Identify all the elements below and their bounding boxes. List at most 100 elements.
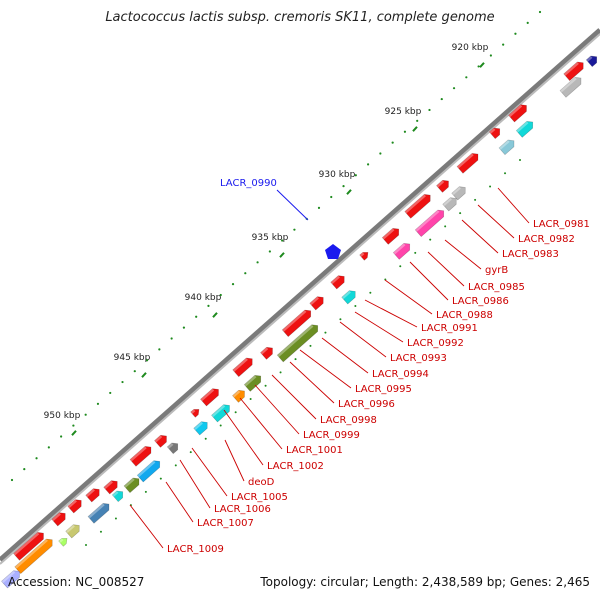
ruler-dot: [159, 477, 162, 480]
highlight-gene: [325, 244, 341, 259]
gene-arrow: [309, 296, 324, 311]
gene-leader-line: [497, 187, 530, 224]
gene-arrow: [330, 275, 345, 290]
tick-mark: [71, 430, 77, 436]
gene-leader-line: [384, 279, 433, 315]
gene-arrow: [488, 127, 501, 140]
gene-highlight: [260, 347, 269, 355]
gene-highlight: [282, 310, 307, 332]
gene-block: [111, 490, 124, 503]
gene-arrow: [154, 434, 167, 448]
gene-highlight: [436, 180, 445, 188]
ruler-dot: [207, 304, 210, 307]
gene-highlight: [14, 539, 48, 569]
gene-arrow: [65, 524, 80, 539]
gene-arrow: [103, 480, 118, 495]
ruler-dot: [403, 130, 407, 133]
gene-label: LACR_1009: [167, 544, 224, 555]
gene-highlight: [457, 153, 474, 169]
gene-highlight: [193, 421, 203, 431]
gene-block: [276, 324, 319, 363]
gene-leader-line: [289, 361, 335, 404]
tick-label: 950 kbp: [44, 411, 81, 421]
tick-label: 925 kbp: [385, 107, 422, 117]
tick-mark: [346, 189, 352, 195]
gene-label: gyrB: [485, 265, 508, 276]
gene-leader-line: [477, 204, 515, 239]
ruler-dot: [391, 141, 394, 144]
ruler-dot: [489, 185, 492, 188]
gene-block: [515, 121, 534, 138]
gene-block: [243, 375, 262, 392]
ruler-dot: [384, 278, 387, 281]
ruler-dot: [99, 530, 102, 533]
ruler-dot: [309, 344, 312, 347]
ruler-dot: [279, 371, 282, 374]
gene-highlight: [13, 532, 40, 556]
ruler-dot: [519, 159, 521, 161]
gene-arrow: [392, 243, 411, 260]
gene-highlight: [359, 252, 365, 257]
labels-layer: LACR_0990 LACR_0981 LACR_0982 LACR_0983 gyrB…: [129, 178, 590, 555]
gene-arrow: [193, 421, 208, 436]
gene-highlight: [130, 446, 147, 462]
gene-block: [1, 570, 20, 589]
gene-arrow: [58, 538, 68, 547]
ruler-dot: [114, 517, 117, 520]
gene-block: [51, 512, 66, 527]
gene-leader-line: [129, 504, 164, 549]
accession-text: Accession: NC_008527: [8, 575, 145, 589]
gene-arrow: [404, 194, 431, 219]
gene-highlight: [244, 375, 257, 387]
tick-label: 940 kbp: [185, 293, 222, 303]
ruler-dot: [477, 65, 480, 68]
ruler-dot: [324, 331, 327, 334]
ruler-dot: [268, 250, 271, 253]
gene-block: [498, 139, 515, 156]
gene-block: [330, 275, 345, 290]
genome-backbone: [0, 28, 600, 562]
gene-label: LACR_1001: [286, 445, 343, 456]
gene-leader-line: [299, 349, 352, 389]
gene-leader-line: [179, 459, 211, 509]
gene-label: deoD: [248, 477, 275, 488]
gene-arrow: [276, 324, 319, 363]
ruler-dot: [474, 198, 477, 201]
ruler-dot: [23, 468, 26, 471]
gene-block: [154, 434, 167, 448]
ruler-dot: [109, 391, 112, 395]
gene-block: [14, 538, 53, 575]
gene-label: LACR_0992: [407, 338, 464, 349]
gene-highlight: [112, 490, 119, 497]
gene-block: [166, 442, 179, 455]
ruler-dot: [414, 251, 417, 254]
gene-block: [341, 290, 356, 305]
gene-arrow: [508, 104, 527, 123]
gene-label: LACR_0995: [355, 384, 412, 395]
gene-arrow: [232, 357, 253, 378]
summary-text: Topology: circular; Length: 2,438,589 bp…: [260, 575, 590, 589]
ruler-dot: [231, 282, 235, 286]
gene-highlight: [516, 121, 529, 133]
ruler-dot: [399, 265, 402, 268]
gene-label: LACR_0991: [421, 323, 478, 334]
gene-arrow: [200, 388, 219, 407]
gene-leader-line: [461, 219, 499, 254]
gene-label: LACR_1002: [267, 461, 324, 472]
gene-block: [13, 532, 44, 561]
ruler-dot: [10, 478, 14, 482]
gene-block: [136, 460, 161, 483]
gene-label: LACR_0983: [502, 249, 559, 260]
gene-leader-line: [239, 397, 283, 450]
gene-label: LACR_1006: [214, 504, 271, 515]
genes-layer: [1, 55, 598, 589]
gene-label: LACR_0986: [452, 296, 509, 307]
gene-highlight: [393, 243, 406, 255]
ruler-dot: [174, 464, 177, 467]
ruler-dot: [465, 76, 468, 79]
gene-arrow: [498, 139, 515, 156]
gene-arrow: [563, 61, 584, 82]
gene-block: [559, 77, 582, 98]
gene-leader-line: [223, 409, 264, 466]
